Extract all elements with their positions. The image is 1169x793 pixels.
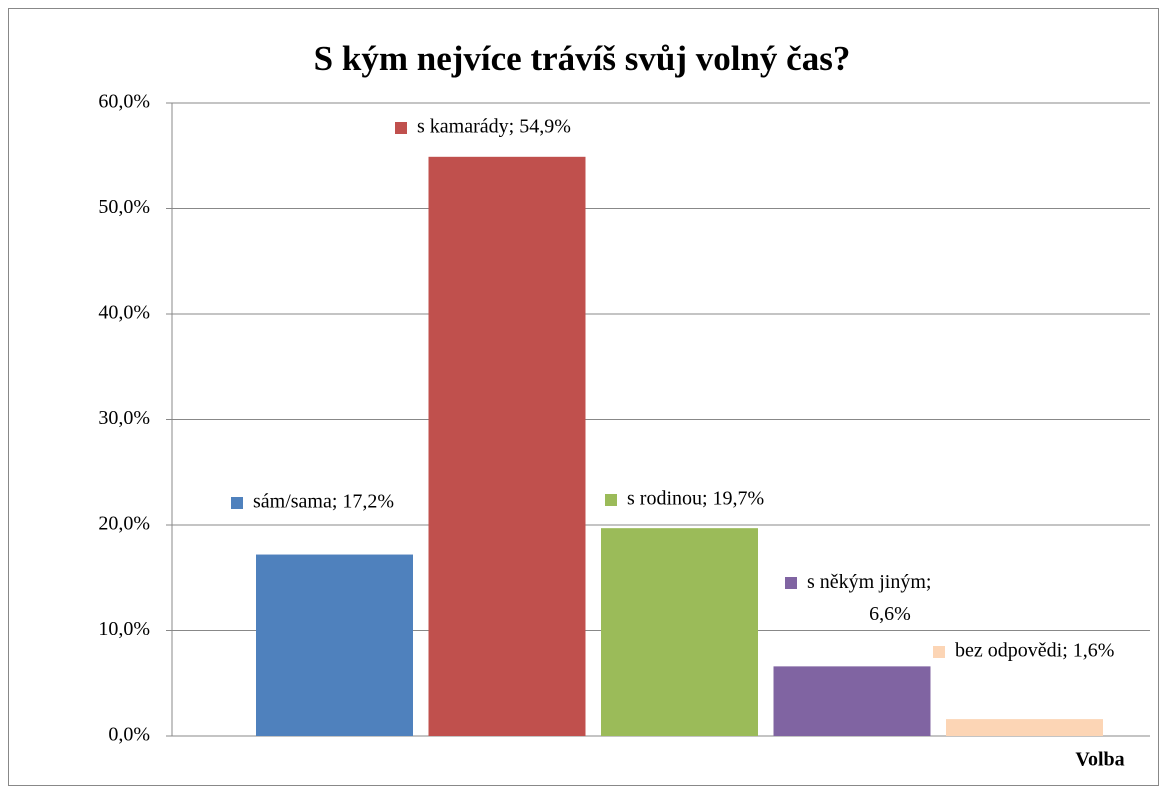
label-key — [395, 122, 407, 134]
data-label-line: 6,6% — [869, 603, 911, 625]
y-tick-label: 10,0% — [98, 618, 150, 640]
y-tick-label: 30,0% — [98, 407, 150, 429]
label-key — [605, 494, 617, 506]
data-label: sám/sama; 17,2% — [253, 491, 394, 513]
bar — [946, 719, 1103, 736]
data-label: bez odpovědi; 1,6% — [955, 640, 1114, 662]
bar — [601, 528, 758, 736]
data-label: s rodinou; 19,7% — [627, 488, 764, 510]
bar — [428, 156, 586, 736]
bar — [773, 666, 931, 736]
y-tick-label: 0,0% — [108, 724, 150, 746]
data-label-line: s někým jiným; — [807, 571, 931, 593]
y-tick-label: 20,0% — [98, 513, 150, 535]
y-tick-label: 40,0% — [98, 302, 150, 324]
label-key — [231, 497, 243, 509]
label-key — [785, 577, 797, 589]
data-label: s kamarády; 54,9% — [417, 116, 571, 138]
chart-title: S kým nejvíce trávíš svůj volný čas? — [314, 39, 851, 78]
label-key — [933, 646, 945, 658]
x-axis-label: Volba — [1075, 749, 1124, 771]
data-label: s někým jiným; 6,6% — [807, 571, 931, 625]
y-tick-label: 60,0% — [98, 91, 150, 113]
y-tick-label: 50,0% — [98, 196, 150, 218]
bar — [256, 554, 413, 736]
